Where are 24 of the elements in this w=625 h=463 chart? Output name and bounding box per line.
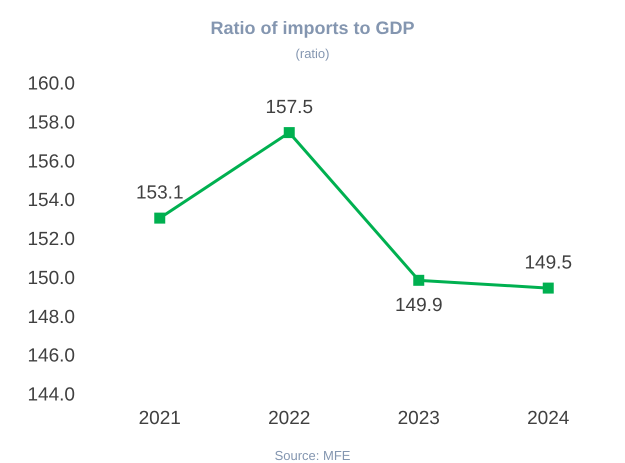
chart-subtitle: (ratio) [296,46,330,61]
point [413,274,424,286]
source-note: Source: MFE [274,448,351,463]
chart-title: Ratio of imports to GDP [210,18,414,38]
y-tick-label: 148.0 [27,306,75,328]
data-label: 153.1 [136,182,184,204]
y-tick-label: 150.0 [27,268,75,289]
y-tick-label: 152.0 [27,229,75,250]
y-tick-label: 160.0 [27,74,75,94]
point [284,127,295,138]
y-tick-label: 156.0 [27,151,75,172]
data-label: 149.5 [524,252,572,274]
y-tick-label: 144.0 [27,384,75,406]
x-tick-label: 2023 [398,408,440,429]
y-tick-label: 146.0 [27,346,75,367]
data-label: 149.9 [394,294,443,316]
point [154,212,166,224]
point [542,282,554,294]
y-tick-label: 154.0 [27,190,75,212]
x-tick-label: 2022 [268,408,310,429]
x-tick-label: 2021 [138,408,181,429]
y-tick-label: 158.0 [27,112,75,134]
data-label: 157.5 [265,97,314,118]
x-tick-label: 2024 [527,408,570,429]
